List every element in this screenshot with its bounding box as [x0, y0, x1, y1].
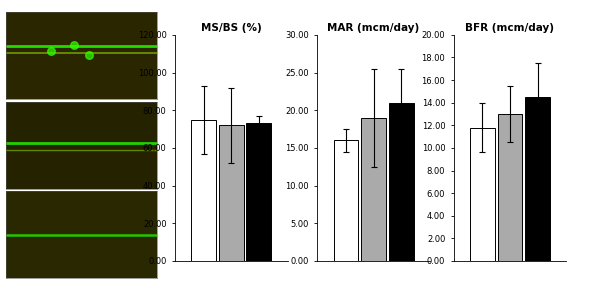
Bar [470, 128, 495, 261]
Bar [525, 97, 550, 261]
Point [69, 42, 79, 47]
Bar [334, 140, 358, 261]
Title: MAR (mcm/day): MAR (mcm/day) [327, 23, 420, 33]
Bar [247, 124, 271, 261]
Title: BFR (mcm/day): BFR (mcm/day) [466, 23, 554, 33]
Bar [192, 120, 216, 261]
Bar [498, 114, 522, 261]
Bar [219, 125, 244, 261]
Point [84, 53, 94, 57]
Point [46, 48, 56, 53]
Bar [361, 118, 386, 261]
Title: MS/BS (%): MS/BS (%) [201, 23, 262, 33]
Bar [389, 103, 413, 261]
